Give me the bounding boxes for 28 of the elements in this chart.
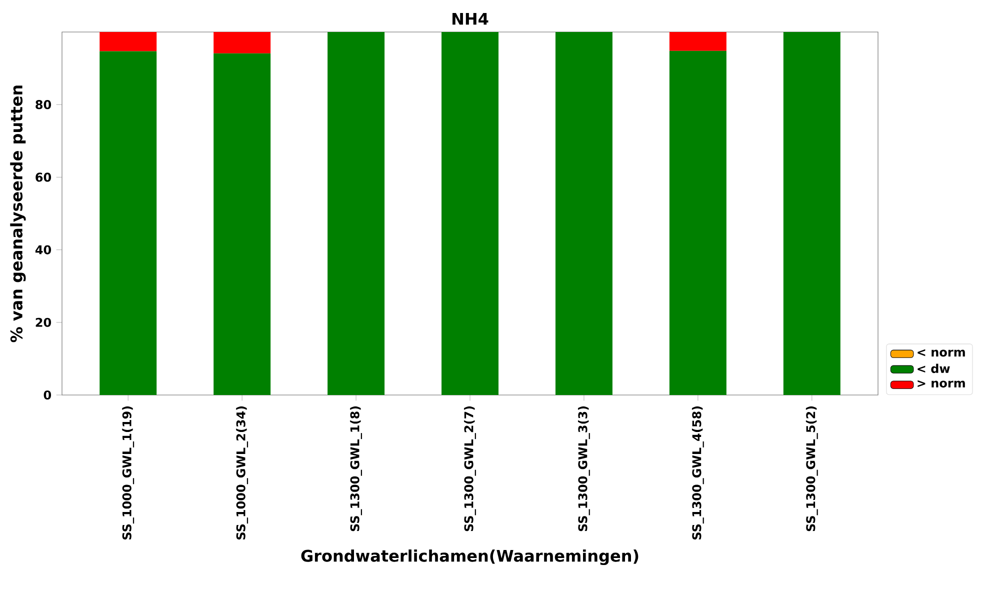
x-tick-label: SS_1300_GWL_3(3): [578, 406, 590, 532]
bar: [555, 32, 612, 395]
y-tick-label: 80: [36, 100, 52, 110]
y-tick-label: 60: [36, 172, 52, 182]
x-tick-label: SS_1300_GWL_2(7): [464, 406, 476, 532]
legend-label: < dw: [918, 364, 950, 374]
bar: [328, 32, 385, 395]
x-tick-label: SS_1300_GWL_4(58): [692, 406, 704, 540]
bar: [442, 32, 498, 395]
y-tick-label: 0: [44, 390, 52, 400]
y-tick-label: 20: [36, 318, 52, 327]
bar: [783, 32, 840, 395]
x-tick-label: SS_1300_GWL_5(2): [806, 406, 818, 532]
chart-title: NH4: [452, 12, 488, 25]
bar: [669, 32, 726, 51]
bar: [669, 50, 726, 395]
y-tick-label: 40: [35, 245, 52, 254]
x-tick-label: SS_1300_GWL_1(8): [350, 406, 362, 532]
bar: [100, 51, 157, 395]
x-tick-label: SS_1000_GWL_2(34): [236, 406, 248, 540]
y-axis-title: % van geanalyseerde putten: [10, 86, 26, 342]
legend-label: < norm: [918, 349, 965, 357]
x-tick-label: SS_1000_GWL_1(19): [122, 406, 134, 540]
bar: [214, 32, 271, 54]
bar: [100, 32, 157, 52]
legend-label: > norm: [918, 380, 965, 388]
x-axis-title: Grondwaterlichamen(Waarnemingen): [301, 549, 638, 566]
bar: [214, 53, 271, 395]
